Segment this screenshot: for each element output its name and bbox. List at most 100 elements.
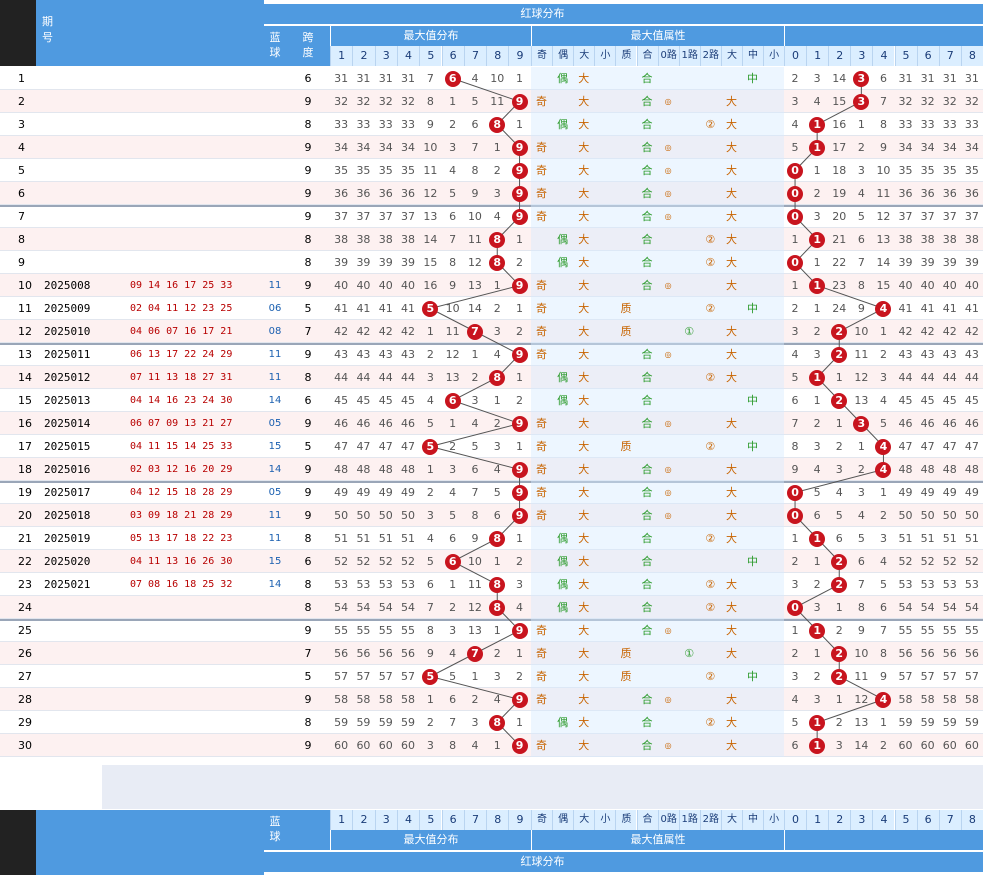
zone-ball: 1 bbox=[809, 714, 826, 731]
attr-cell: 大 bbox=[725, 624, 737, 637]
attr-band bbox=[531, 67, 785, 90]
zone-miss: 12 bbox=[876, 210, 891, 223]
maxval-miss: 3 bbox=[493, 440, 501, 453]
maxval-miss: 1 bbox=[426, 463, 434, 476]
attr-cell bbox=[763, 205, 784, 228]
red-numbers bbox=[130, 619, 264, 642]
zone-col-header: 4 bbox=[872, 46, 895, 66]
attr-cell: 合 bbox=[641, 532, 653, 545]
attr-cell: ◎ bbox=[664, 350, 672, 359]
attr-cell bbox=[763, 596, 784, 619]
row-index: 7 bbox=[18, 210, 25, 223]
maxval-miss: 9 bbox=[471, 187, 479, 200]
maxval-miss: 43 bbox=[378, 348, 393, 361]
zone-miss: 1 bbox=[791, 624, 799, 637]
attr-cell bbox=[763, 320, 784, 343]
zone-miss: 3 bbox=[879, 371, 887, 384]
attr-cell bbox=[615, 159, 636, 182]
red-numbers: 05 13 17 18 22 23 bbox=[130, 533, 233, 544]
attr-cell: 大 bbox=[578, 325, 590, 338]
issue-number bbox=[44, 688, 102, 711]
maxval-miss: 58 bbox=[378, 693, 393, 706]
issue-number: 2025016 bbox=[44, 463, 91, 476]
attr-cell: 奇 bbox=[536, 187, 548, 200]
maxval-miss: 5 bbox=[449, 509, 457, 522]
span-value: 5 bbox=[304, 670, 312, 683]
maxval-miss: 44 bbox=[378, 371, 393, 384]
maxval-ball: 9 bbox=[511, 691, 528, 708]
maxval-miss: 49 bbox=[334, 486, 349, 499]
attr-cell bbox=[763, 343, 784, 366]
maxval-col-header: 9 bbox=[508, 46, 531, 66]
row-index: 29 bbox=[18, 716, 32, 729]
maxval-miss: 36 bbox=[356, 187, 371, 200]
attr-cell bbox=[552, 274, 573, 297]
zone-miss: 56 bbox=[898, 647, 913, 660]
attr-cell bbox=[594, 297, 615, 320]
attr-band bbox=[531, 642, 785, 665]
attr-cell bbox=[552, 90, 573, 113]
attr-cell bbox=[594, 136, 615, 159]
zone-miss: 54 bbox=[920, 601, 935, 614]
attr-cell: 合 bbox=[641, 509, 653, 522]
zone-miss: 31 bbox=[964, 72, 979, 85]
attr-cell bbox=[763, 527, 784, 550]
zone-miss: 1 bbox=[835, 371, 843, 384]
attr-cell: 奇 bbox=[536, 210, 548, 223]
attr-cell bbox=[594, 665, 615, 688]
attr-cell: 合 bbox=[641, 693, 653, 706]
maxval-miss: 45 bbox=[356, 394, 371, 407]
attr-band bbox=[531, 573, 785, 596]
maxval-miss: 1 bbox=[493, 555, 501, 568]
span-header: 跨 度 bbox=[286, 26, 330, 66]
zone-miss: 46 bbox=[898, 417, 913, 430]
red-numbers bbox=[130, 711, 264, 734]
attr-cell: 奇 bbox=[536, 463, 548, 476]
attr-cell: 奇 bbox=[536, 325, 548, 338]
maxval-miss: 8 bbox=[449, 739, 457, 752]
zone-miss: 36 bbox=[942, 187, 957, 200]
zone-miss: 40 bbox=[898, 279, 913, 292]
zone-miss: 14 bbox=[832, 72, 847, 85]
maxval-miss: 38 bbox=[378, 233, 393, 246]
maxval-miss: 33 bbox=[334, 118, 349, 131]
maxval-miss: 7 bbox=[426, 72, 434, 85]
zone-miss: 23 bbox=[832, 279, 847, 292]
issue-number: 2025014 bbox=[44, 417, 91, 430]
maxval-miss: 3 bbox=[426, 739, 434, 752]
footer-maxval-attr: 最大值属性 bbox=[531, 830, 784, 850]
issue-number bbox=[44, 90, 102, 113]
red-numbers bbox=[130, 228, 264, 251]
zone-miss: 2 bbox=[791, 555, 799, 568]
maxval-miss: 60 bbox=[356, 739, 371, 752]
attr-cell: 大 bbox=[725, 647, 737, 660]
zone-miss: 49 bbox=[898, 486, 913, 499]
attr-cell bbox=[531, 67, 552, 90]
attr-cell bbox=[594, 435, 615, 458]
attr-cell: 大 bbox=[578, 739, 590, 752]
span-value: 5 bbox=[304, 440, 312, 453]
zone-miss: 57 bbox=[942, 670, 957, 683]
attr-cell: 质 bbox=[620, 440, 632, 453]
red-numbers: 02 03 12 16 20 29 bbox=[130, 464, 233, 475]
issue-number: 2025013 bbox=[44, 394, 91, 407]
attr-cell bbox=[700, 274, 721, 297]
maxval-miss: 43 bbox=[334, 348, 349, 361]
maxval-miss: 53 bbox=[356, 578, 371, 591]
maxval-miss: 46 bbox=[334, 417, 349, 430]
maxval-miss: 51 bbox=[334, 532, 349, 545]
attr-cell: 中 bbox=[747, 670, 759, 683]
attr-cell: 大 bbox=[578, 440, 590, 453]
attr-col-header: 合 bbox=[636, 810, 658, 830]
maxval-miss: 52 bbox=[401, 555, 416, 568]
row-index: 10 bbox=[18, 279, 32, 292]
issue-number bbox=[44, 228, 102, 251]
attr-cell bbox=[594, 274, 615, 297]
zone-miss: 33 bbox=[964, 118, 979, 131]
blue-number bbox=[264, 159, 286, 182]
maxval-miss: 44 bbox=[334, 371, 349, 384]
attr-cell bbox=[594, 228, 615, 251]
blue-number: 11 bbox=[268, 349, 282, 360]
span-value: 8 bbox=[304, 532, 312, 545]
zone-col-header: 7 bbox=[938, 810, 961, 830]
